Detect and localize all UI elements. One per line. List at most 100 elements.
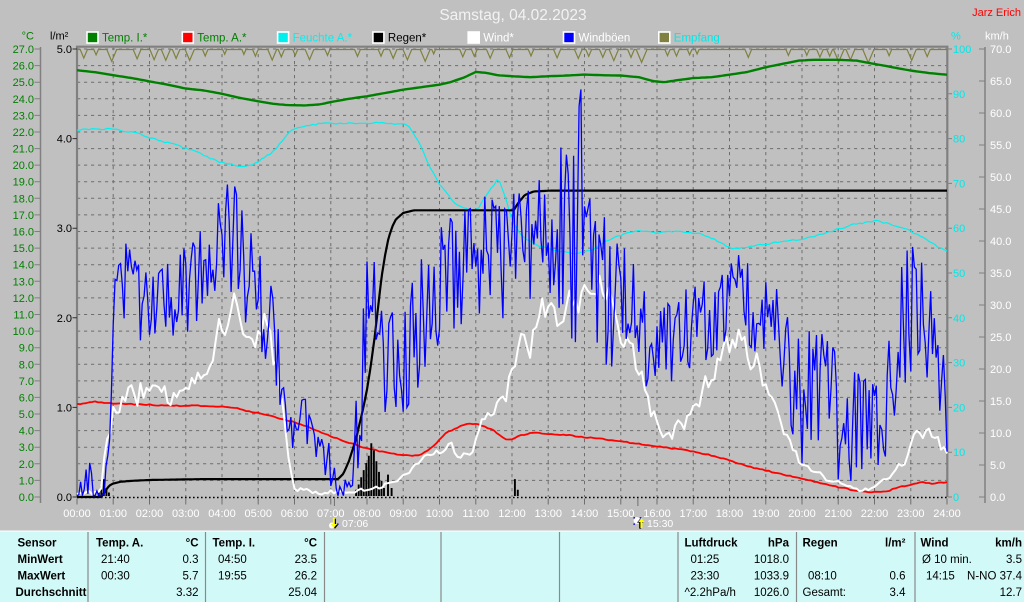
svg-text:Temp. I.: Temp. I. [213,538,256,550]
svg-text:8.0: 8.0 [19,359,34,371]
svg-text:N-NO 37.4: N-NO 37.4 [967,571,1023,583]
svg-text:25.0: 25.0 [990,332,1011,344]
svg-text:12:00: 12:00 [498,508,526,520]
svg-text:0.0: 0.0 [57,492,72,504]
svg-text:17:00: 17:00 [679,508,707,520]
svg-text:°C: °C [186,538,199,550]
svg-text:18:00: 18:00 [716,508,744,520]
svg-text:Wind*: Wind* [483,33,514,45]
svg-text:03:00: 03:00 [172,508,200,520]
svg-text:60.0: 60.0 [990,108,1011,120]
svg-text:12.7: 12.7 [1000,587,1022,599]
svg-text:01:00: 01:00 [99,508,127,520]
svg-text:3.0: 3.0 [19,442,34,454]
svg-text:3.4: 3.4 [890,587,907,599]
svg-text:05:00: 05:00 [244,508,272,520]
svg-text:14:15: 14:15 [926,571,955,583]
svg-text:Regen: Regen [803,538,838,550]
svg-text:km/h: km/h [985,31,1009,43]
svg-text:Windböen: Windböen [579,33,631,45]
svg-text:Ø 10 min.: Ø 10 min. [922,554,972,566]
svg-text:19:55: 19:55 [218,571,247,583]
svg-text:Temp. A.: Temp. A. [96,538,143,550]
svg-text:0.6: 0.6 [890,571,906,583]
svg-text:20:00: 20:00 [788,508,816,520]
svg-text:Luftdruck: Luftdruck [685,538,739,550]
svg-text:1026.0: 1026.0 [754,587,789,599]
svg-text:2.0: 2.0 [19,459,34,471]
svg-text:08:00: 08:00 [353,508,381,520]
svg-text:1.0: 1.0 [57,402,72,414]
svg-text:21:00: 21:00 [824,508,852,520]
svg-text:°C: °C [304,538,317,550]
svg-text:Sensor: Sensor [18,538,58,550]
svg-text:hPa: hPa [768,538,790,550]
svg-text:°C: °C [22,31,34,43]
svg-text:23.5: 23.5 [295,554,317,566]
svg-text:0.0: 0.0 [19,492,34,504]
svg-text:1.0: 1.0 [19,475,34,487]
svg-text:%: % [951,31,961,43]
svg-text:17.0: 17.0 [13,210,34,222]
svg-text:11:00: 11:00 [462,508,489,520]
svg-text:40: 40 [953,313,965,325]
svg-text:80: 80 [953,134,965,146]
svg-text:22:00: 22:00 [861,508,889,520]
svg-text:13.0: 13.0 [13,276,34,288]
svg-text:16.0: 16.0 [13,227,34,239]
svg-text:30: 30 [953,358,965,370]
svg-text:4.0: 4.0 [57,134,72,146]
svg-text:10.0: 10.0 [13,326,34,338]
svg-text:15.0: 15.0 [990,396,1011,408]
svg-text:19:00: 19:00 [752,508,780,520]
svg-text:Regen*: Regen* [388,33,427,45]
svg-text:26.2: 26.2 [295,571,317,583]
svg-text:1033.9: 1033.9 [754,571,789,583]
svg-text:50: 50 [953,268,965,280]
svg-text:9.0: 9.0 [19,343,34,355]
svg-text:5.7: 5.7 [183,571,199,583]
svg-text:7.0: 7.0 [19,376,34,388]
svg-text:Wind: Wind [921,538,949,550]
svg-text:21.0: 21.0 [13,144,34,156]
svg-text:21:40: 21:40 [101,554,130,566]
svg-text:Samstag, 04.02.2023: Samstag, 04.02.2023 [439,7,586,24]
svg-text:23:00: 23:00 [897,508,925,520]
svg-text:25.0: 25.0 [13,77,34,89]
svg-text:40.0: 40.0 [990,236,1011,248]
svg-text:24.0: 24.0 [13,94,34,106]
svg-text:10: 10 [953,447,965,459]
svg-text:27.0: 27.0 [13,44,34,56]
svg-text:l/m²: l/m² [50,31,69,43]
svg-text:3.5: 3.5 [1006,554,1022,566]
svg-text:4.0: 4.0 [19,426,34,438]
svg-text:10:00: 10:00 [426,508,454,520]
svg-text:30.0: 30.0 [990,300,1011,312]
svg-text:14.0: 14.0 [13,260,34,272]
svg-text:3.32: 3.32 [176,587,198,599]
svg-text:70.0: 70.0 [990,44,1011,56]
svg-text:l/m²: l/m² [885,538,906,550]
svg-text:20: 20 [953,402,965,414]
svg-text:02:00: 02:00 [136,508,164,520]
svg-text:20.0: 20.0 [990,364,1011,376]
svg-text:km/h: km/h [995,538,1022,550]
svg-text:01:25: 01:25 [691,554,720,566]
svg-text:00:30: 00:30 [101,571,130,583]
svg-text:Durchschnitt: Durchschnitt [16,587,87,599]
svg-text:00:00: 00:00 [63,508,91,520]
svg-text:07:00: 07:00 [317,508,345,520]
svg-text:26.0: 26.0 [13,61,34,73]
svg-text:5.0: 5.0 [19,409,34,421]
svg-text:90: 90 [953,89,965,101]
svg-text:09:00: 09:00 [389,508,417,520]
svg-text:Temp. A.*: Temp. A.* [197,33,247,45]
svg-text:50.0: 50.0 [990,172,1011,184]
svg-text:16:00: 16:00 [643,508,671,520]
svg-text:13:00: 13:00 [534,508,562,520]
svg-text:20.0: 20.0 [13,160,34,172]
svg-text:0.0: 0.0 [990,492,1005,504]
svg-text:19.0: 19.0 [13,177,34,189]
svg-text:15:00: 15:00 [607,508,635,520]
svg-text:3.0: 3.0 [57,223,72,235]
